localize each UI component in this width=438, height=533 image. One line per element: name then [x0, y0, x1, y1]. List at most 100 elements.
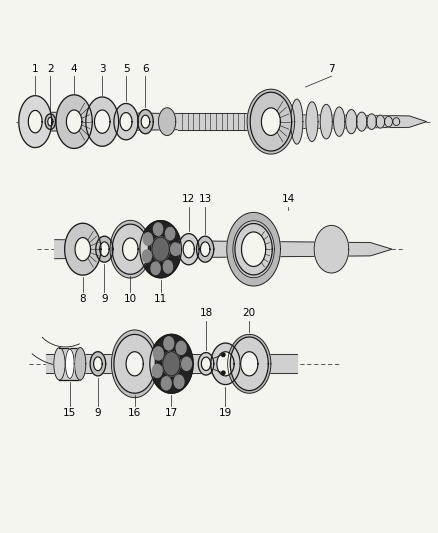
Polygon shape	[66, 110, 82, 133]
Polygon shape	[96, 236, 113, 262]
Polygon shape	[86, 97, 119, 146]
Polygon shape	[110, 220, 151, 278]
Polygon shape	[75, 238, 91, 261]
Text: 17: 17	[165, 408, 178, 418]
Polygon shape	[56, 95, 92, 149]
Text: 6: 6	[142, 63, 149, 74]
Polygon shape	[19, 96, 52, 148]
Polygon shape	[65, 223, 101, 275]
Polygon shape	[178, 113, 258, 130]
Polygon shape	[141, 115, 150, 128]
Text: 19: 19	[219, 408, 232, 418]
Polygon shape	[250, 92, 292, 151]
Polygon shape	[314, 225, 349, 273]
Polygon shape	[90, 352, 106, 376]
Polygon shape	[112, 224, 148, 274]
Text: 12: 12	[182, 194, 195, 204]
Text: 14: 14	[282, 194, 295, 204]
Polygon shape	[114, 103, 138, 140]
Text: 4: 4	[71, 63, 78, 74]
Polygon shape	[55, 240, 392, 259]
Polygon shape	[385, 116, 392, 127]
Polygon shape	[228, 334, 271, 393]
Text: 9: 9	[95, 408, 101, 418]
Text: 10: 10	[124, 294, 137, 304]
Polygon shape	[201, 242, 210, 256]
Text: 5: 5	[123, 63, 129, 74]
Polygon shape	[291, 99, 303, 144]
Polygon shape	[357, 112, 367, 131]
Text: 15: 15	[63, 408, 77, 418]
Ellipse shape	[152, 365, 162, 377]
Ellipse shape	[174, 375, 184, 389]
Ellipse shape	[166, 228, 175, 240]
Polygon shape	[376, 115, 385, 128]
Polygon shape	[367, 114, 376, 130]
Polygon shape	[346, 109, 357, 134]
Text: 18: 18	[199, 308, 213, 318]
Polygon shape	[152, 237, 169, 261]
Polygon shape	[60, 348, 80, 380]
Polygon shape	[138, 109, 153, 134]
Polygon shape	[197, 236, 214, 262]
Text: 1: 1	[32, 63, 39, 74]
Ellipse shape	[182, 357, 191, 370]
Ellipse shape	[176, 341, 186, 354]
Polygon shape	[159, 108, 176, 135]
Polygon shape	[66, 349, 74, 378]
Polygon shape	[100, 242, 109, 256]
Polygon shape	[261, 108, 280, 135]
Circle shape	[222, 371, 225, 375]
Polygon shape	[37, 112, 427, 131]
Polygon shape	[140, 221, 181, 278]
Polygon shape	[230, 337, 268, 391]
Ellipse shape	[161, 377, 171, 390]
Polygon shape	[150, 334, 193, 393]
Ellipse shape	[171, 243, 180, 255]
Text: 11: 11	[154, 294, 167, 304]
Text: 3: 3	[99, 63, 106, 74]
Polygon shape	[54, 348, 65, 380]
Polygon shape	[94, 357, 102, 371]
Polygon shape	[233, 221, 274, 278]
Polygon shape	[393, 118, 400, 126]
Polygon shape	[247, 89, 295, 154]
Polygon shape	[334, 107, 345, 136]
Polygon shape	[320, 104, 332, 139]
Polygon shape	[211, 343, 240, 384]
Circle shape	[222, 353, 225, 357]
Polygon shape	[163, 352, 180, 376]
Polygon shape	[163, 352, 180, 376]
Text: 9: 9	[101, 294, 108, 304]
Polygon shape	[201, 357, 211, 370]
Ellipse shape	[164, 337, 174, 350]
Polygon shape	[241, 232, 266, 266]
Polygon shape	[240, 352, 258, 376]
Text: 8: 8	[79, 294, 86, 304]
Polygon shape	[120, 112, 132, 131]
Text: 7: 7	[328, 63, 335, 74]
Polygon shape	[123, 238, 138, 261]
Ellipse shape	[163, 261, 173, 273]
Text: 16: 16	[128, 408, 141, 418]
Polygon shape	[48, 117, 53, 126]
Polygon shape	[95, 110, 110, 133]
Polygon shape	[46, 354, 297, 373]
Polygon shape	[28, 110, 42, 133]
Polygon shape	[74, 348, 86, 380]
Polygon shape	[114, 334, 155, 393]
Ellipse shape	[142, 250, 152, 262]
Polygon shape	[45, 114, 56, 130]
Ellipse shape	[153, 347, 163, 360]
Polygon shape	[306, 102, 318, 142]
Polygon shape	[217, 352, 234, 376]
Polygon shape	[152, 237, 169, 261]
Ellipse shape	[143, 233, 152, 245]
Ellipse shape	[153, 223, 162, 236]
Polygon shape	[198, 352, 214, 375]
Polygon shape	[126, 352, 143, 376]
Text: 20: 20	[243, 308, 256, 318]
Polygon shape	[183, 240, 194, 258]
Polygon shape	[235, 223, 272, 275]
Ellipse shape	[151, 262, 160, 274]
